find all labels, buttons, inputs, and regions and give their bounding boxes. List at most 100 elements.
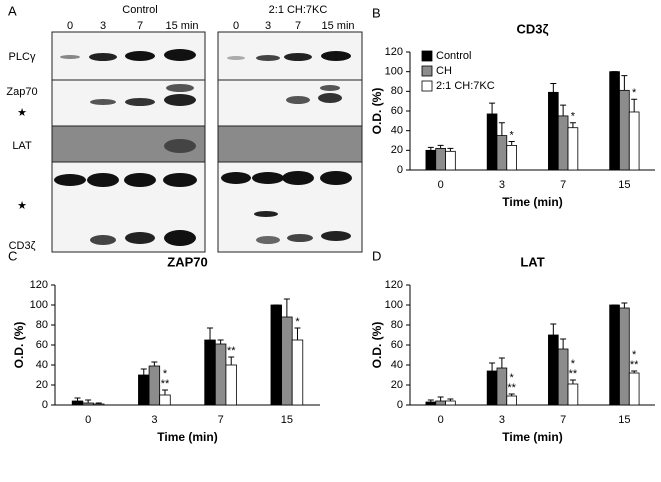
bar (435, 147, 446, 171)
y-tick-label: 20 (391, 144, 403, 156)
error-bar (447, 147, 454, 152)
error-bar (437, 396, 444, 401)
significance-label: * (632, 349, 637, 361)
bar (204, 339, 216, 406)
bar (214, 343, 227, 406)
bar (557, 348, 569, 406)
y-tick-label: 40 (391, 125, 403, 137)
bar (148, 365, 161, 406)
bar (435, 400, 446, 406)
x-tick-label: 3 (151, 414, 157, 426)
x-axis-label: Time (min) (157, 430, 217, 444)
bar (619, 89, 630, 171)
bar (486, 370, 498, 406)
error-bar (508, 140, 515, 146)
error-bar (447, 398, 454, 401)
chart-title: LAT (520, 254, 544, 269)
y-tick-label: 100 (385, 66, 403, 78)
error-bar (151, 361, 158, 366)
error-bar (569, 122, 576, 128)
x-tick-label: 3 (499, 414, 505, 426)
bar (425, 401, 437, 406)
error-bar (560, 338, 567, 349)
error-bar (621, 75, 628, 91)
bar (567, 127, 579, 171)
bar (138, 374, 150, 406)
error-bar (140, 368, 147, 375)
y-tick-label: 120 (385, 46, 403, 58)
y-tick-label: 60 (36, 339, 48, 351)
lane-label: 0 (67, 20, 73, 32)
y-axis-label: O.D. (%) (12, 322, 26, 369)
row-label: CD3ζ (9, 240, 36, 252)
x-tick-label: 0 (438, 414, 444, 426)
significance-label: ** (227, 345, 236, 357)
row-label: LAT (12, 140, 32, 152)
chart-title: ZAP70 (167, 254, 207, 269)
y-tick-label: 20 (391, 379, 403, 391)
significance-label: * (163, 368, 168, 380)
x-tick-label: 7 (560, 179, 566, 191)
blot-right (217, 31, 363, 253)
legend-label: 2:1 CH:7KC (436, 80, 495, 92)
legend-swatch (421, 50, 433, 62)
bar (567, 383, 579, 406)
bar (225, 364, 237, 406)
bar (281, 316, 293, 406)
y-axis-label: O.D. (%) (370, 322, 384, 369)
bar (506, 145, 517, 171)
error-bar (498, 122, 505, 136)
y-tick-label: 40 (36, 359, 48, 371)
x-tick-label: 3 (499, 179, 505, 191)
row-label: ★ (17, 200, 27, 212)
error-bar (508, 393, 515, 396)
y-tick-label: 40 (391, 359, 403, 371)
significance-label: * (571, 358, 576, 370)
error-bar (621, 302, 628, 308)
significance-label: * (510, 129, 515, 141)
lane-label: 7 (295, 20, 301, 32)
bar (619, 307, 630, 406)
error-bar (207, 327, 214, 340)
error-bar (489, 362, 496, 371)
y-tick-label: 60 (391, 339, 403, 351)
y-tick-label: 120 (30, 279, 48, 291)
y-axis-label: O.D. (%) (370, 88, 384, 135)
bar (506, 395, 517, 406)
x-tick-label: 15 (618, 414, 630, 426)
significance-label: ** (569, 368, 578, 380)
bar (496, 367, 508, 406)
error-bar (85, 399, 92, 403)
lane-label: 15 min (165, 20, 198, 32)
bar (291, 339, 304, 406)
row-label: ★ (17, 107, 27, 119)
y-tick-label: 120 (385, 279, 403, 291)
bar (628, 111, 640, 171)
group-title: Control (122, 4, 157, 16)
significance-label: * (295, 316, 300, 328)
panel-label: C (8, 248, 17, 263)
legend-swatch (421, 80, 433, 92)
bar (609, 304, 620, 406)
error-bar (550, 323, 557, 335)
legend-label: CH (436, 65, 452, 77)
y-tick-label: 20 (36, 379, 48, 391)
x-axis-label: Time (min) (502, 430, 562, 444)
chart-title: CD3ζ (517, 21, 549, 36)
group-title: 2:1 CH:7KC (269, 4, 328, 16)
error-bar (161, 389, 168, 395)
y-tick-label: 0 (397, 399, 403, 411)
y-tick-label: 80 (391, 85, 403, 97)
bar (425, 149, 437, 171)
panel-label: A (8, 3, 17, 18)
error-bar (550, 82, 557, 93)
bar (445, 150, 456, 171)
y-tick-label: 0 (397, 164, 403, 176)
lane-label: 15 min (321, 20, 354, 32)
x-tick-label: 15 (618, 179, 630, 191)
lane-label: 7 (137, 20, 143, 32)
panel-label: D (372, 248, 381, 263)
x-tick-label: 15 (281, 414, 293, 426)
error-bar (569, 379, 576, 384)
